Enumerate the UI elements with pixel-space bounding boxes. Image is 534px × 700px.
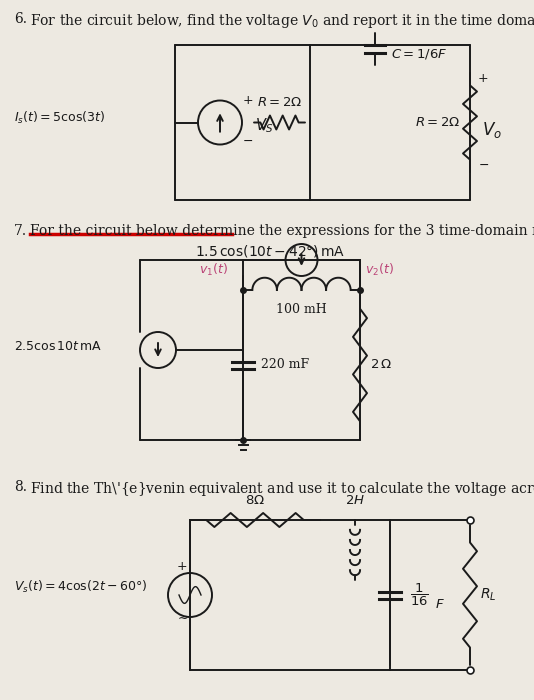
Text: $R_L$: $R_L$ (480, 587, 497, 603)
Text: $1.5\,\cos(10t - 42°)\,\mathrm{mA}$: $1.5\,\cos(10t - 42°)\,\mathrm{mA}$ (195, 243, 345, 259)
Text: $I_s(t)=5\cos(3t)$: $I_s(t)=5\cos(3t)$ (14, 109, 105, 125)
Text: 6.: 6. (14, 12, 27, 26)
Text: 220 mF: 220 mF (261, 358, 309, 372)
Text: $\dfrac{1}{16}$: $\dfrac{1}{16}$ (410, 582, 429, 608)
Text: 8.: 8. (14, 480, 27, 494)
Text: +: + (177, 561, 187, 573)
Text: 7.: 7. (14, 224, 27, 238)
Text: $F$: $F$ (435, 598, 445, 612)
Text: For the circuit below, find the voltage $V_0$ and report it in the time domain.: For the circuit below, find the voltage … (30, 12, 534, 30)
Text: $\sim$: $\sim$ (175, 610, 189, 624)
Text: $R=2\Omega$: $R=2\Omega$ (257, 97, 302, 109)
Text: $-$: $-$ (478, 158, 489, 171)
Text: +: + (242, 94, 253, 107)
Text: $R=2\Omega$: $R=2\Omega$ (415, 116, 460, 129)
Text: $-$: $-$ (242, 134, 254, 147)
Text: $2.5\cos 10t\,\mathrm{mA}$: $2.5\cos 10t\,\mathrm{mA}$ (14, 340, 103, 354)
Text: 100 mH: 100 mH (276, 303, 327, 316)
Text: Find the Th\'{e}venin equivalent and use it to calculate the voltage across a $4: Find the Th\'{e}venin equivalent and use… (30, 480, 534, 498)
Text: $V_o$: $V_o$ (482, 120, 502, 141)
Text: $V_s(t)=4\cos(2t-60°)$: $V_s(t)=4\cos(2t-60°)$ (14, 579, 147, 595)
Text: $C=1/6F$: $C=1/6F$ (391, 47, 447, 61)
Text: $v_2(t)$: $v_2(t)$ (365, 262, 394, 278)
Text: For the circuit below determine the expressions for the 3 time-domain mesh curre: For the circuit below determine the expr… (30, 224, 534, 238)
Text: $8\Omega$: $8\Omega$ (245, 494, 265, 507)
Text: $2H$: $2H$ (345, 494, 365, 507)
Text: +: + (478, 71, 489, 85)
Text: $2\,\Omega$: $2\,\Omega$ (370, 358, 392, 372)
Text: $V_S$: $V_S$ (255, 116, 273, 135)
Text: $v_1(t)$: $v_1(t)$ (199, 262, 228, 278)
